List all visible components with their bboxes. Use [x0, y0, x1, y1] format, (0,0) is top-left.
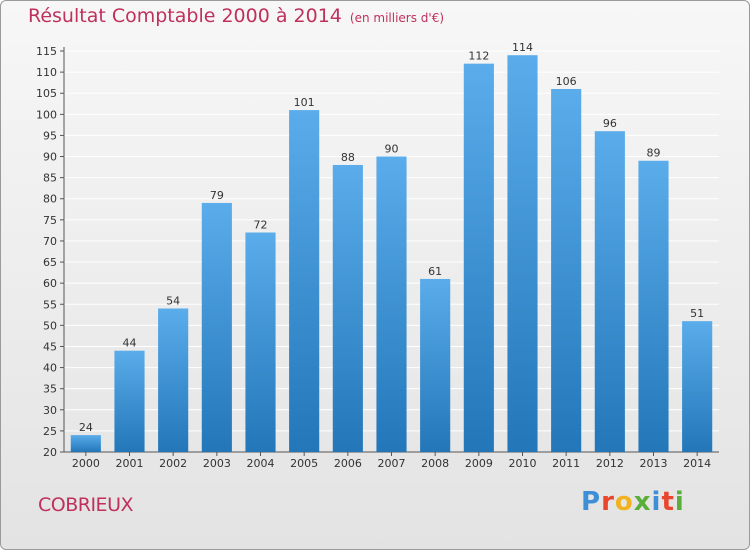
bar [158, 308, 189, 452]
x-tick-label: 2003 [203, 457, 231, 470]
bar [463, 63, 494, 453]
data-label: 90 [385, 143, 399, 156]
y-tick-label: 80 [43, 193, 57, 206]
logo-letter: i [651, 487, 662, 517]
x-tick-label: 2012 [596, 457, 624, 470]
y-tick-label: 45 [43, 340, 57, 353]
y-tick-label: 110 [36, 66, 57, 79]
y-tick-label: 115 [36, 45, 57, 58]
y-tick-label: 50 [43, 319, 57, 332]
bar [201, 202, 232, 452]
y-tick-label: 85 [43, 172, 57, 185]
bar [114, 350, 145, 452]
y-tick-label: 65 [43, 256, 57, 269]
logo-letter: P [581, 487, 602, 517]
data-label: 54 [166, 294, 180, 307]
x-tick-label: 2014 [683, 457, 711, 470]
proxiti-logo: Proxiti [581, 487, 685, 517]
logo-letter: o [614, 487, 634, 517]
y-tick-label: 25 [43, 425, 57, 438]
bar [638, 160, 669, 452]
data-label: 61 [428, 265, 442, 278]
y-tick-label: 105 [36, 87, 57, 100]
x-tick-label: 2005 [290, 457, 318, 470]
bar [682, 321, 713, 452]
x-tick-label: 2001 [116, 457, 144, 470]
x-tick-label: 2004 [247, 457, 275, 470]
x-tick-label: 2011 [552, 457, 580, 470]
y-tick-label: 95 [43, 129, 57, 142]
y-tick-label: 75 [43, 214, 57, 227]
x-tick-label: 2008 [421, 457, 449, 470]
data-label: 44 [123, 337, 137, 350]
logo-letter: i [674, 487, 685, 517]
data-label: 72 [254, 219, 268, 232]
bar [289, 110, 320, 453]
x-tick-label: 2002 [159, 457, 187, 470]
y-tick-label: 35 [43, 383, 57, 396]
chart-title-text: Résultat Comptable 2000 à 2014 [28, 5, 342, 27]
bar [332, 164, 363, 452]
data-label: 114 [512, 41, 533, 54]
y-tick-label: 30 [43, 404, 57, 417]
x-tick-label: 2006 [334, 457, 362, 470]
bar [551, 88, 582, 452]
logo-letter: t [661, 487, 675, 517]
bar [376, 156, 407, 453]
bar [245, 232, 276, 452]
data-label: 112 [468, 50, 489, 63]
label-layer: 24 44 54 79 72 101 88 90 61 112 114 106 96 89 51 [79, 41, 704, 434]
y-tick-label: 40 [43, 362, 57, 375]
data-label: 88 [341, 151, 355, 164]
data-label: 106 [556, 75, 577, 88]
x-tick-label: 2010 [509, 457, 537, 470]
data-label: 51 [690, 307, 704, 320]
data-label: 101 [294, 96, 315, 109]
y-tick-label: 70 [43, 235, 57, 248]
x-tick-label: 2013 [640, 457, 668, 470]
y-tick-label: 60 [43, 277, 57, 290]
bar [507, 55, 538, 452]
chart-title: Résultat Comptable 2000 à 2014 (en millie… [28, 5, 444, 27]
y-tick-label: 90 [43, 151, 57, 164]
data-label: 96 [603, 117, 617, 130]
chart-unit: (en milliers d'€) [349, 11, 445, 25]
bar [70, 435, 101, 452]
x-tick-label: 2000 [72, 457, 100, 470]
logo-letter: x [633, 487, 652, 517]
x-tick-label: 2007 [378, 457, 406, 470]
data-label: 24 [79, 421, 93, 434]
data-label: 89 [647, 147, 661, 160]
logo-letter: r [601, 487, 615, 517]
y-tick-label: 20 [43, 446, 57, 459]
commune-name: COBRIEUX [38, 494, 134, 516]
data-label: 79 [210, 189, 224, 202]
bar-layer [70, 55, 713, 453]
bar [594, 131, 625, 452]
x-tick-label: 2009 [465, 457, 493, 470]
y-tick-label: 55 [43, 298, 57, 311]
y-tick-label: 100 [36, 108, 57, 121]
bar [420, 278, 451, 452]
